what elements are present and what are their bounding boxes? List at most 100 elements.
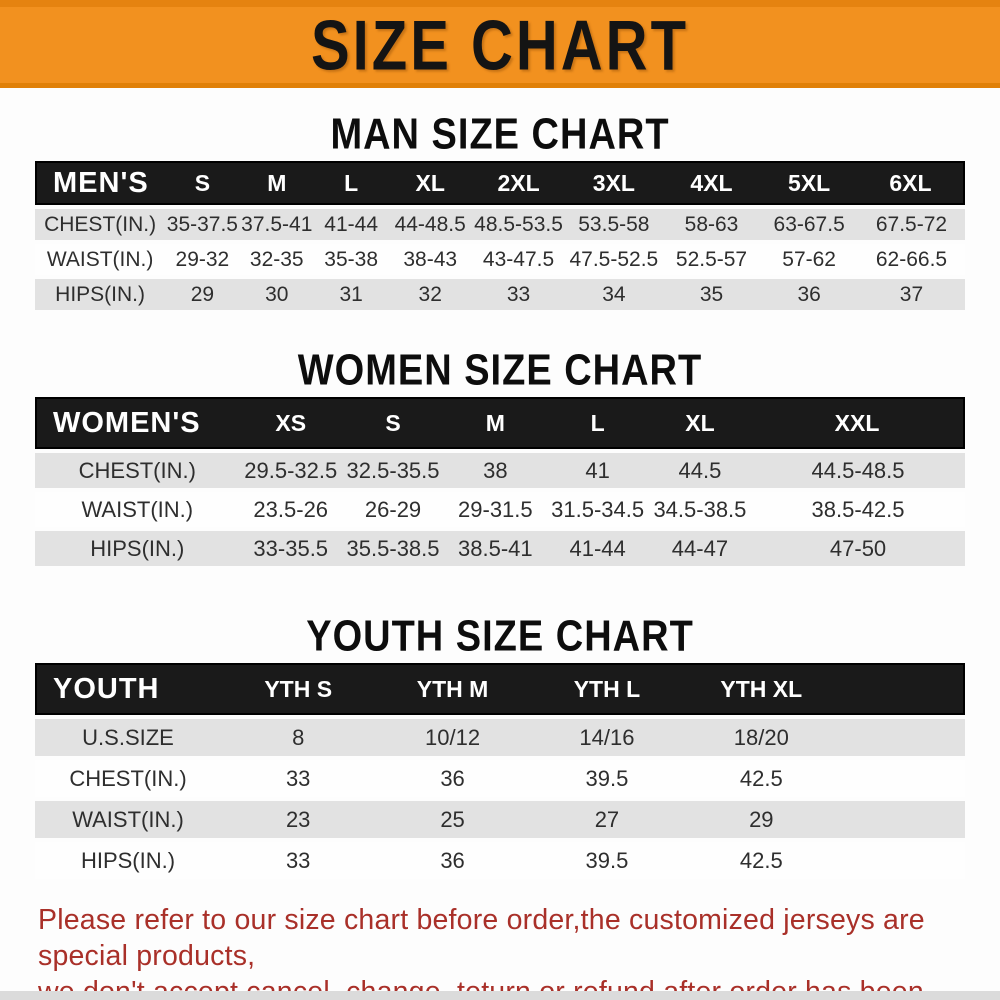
women-col-header: S [341,397,445,449]
size-cell: 29-32 [165,244,240,275]
size-cell: 42.5 [684,842,839,879]
size-cell: 39.5 [529,760,685,797]
size-cell: 44.5-48.5 [751,453,965,488]
size-cell: 38.5-41 [444,531,547,566]
youth-size-table: YOUTH YTH S YTH M YTH L YTH XL U.S.SIZE … [35,659,965,883]
size-cell: 67.5-72 [857,209,965,240]
row-label: CHEST(IN.) [35,760,221,797]
size-cell: 47-50 [751,531,965,566]
row-label: U.S.SIZE [35,719,221,756]
youth-col-header-spacer [838,663,965,715]
bottom-edge-strip [0,991,1000,1000]
youth-ussize-row: U.S.SIZE 8 10/12 14/16 18/20 [35,719,965,756]
size-cell: 33 [221,760,376,797]
size-cell: 63-67.5 [760,209,858,240]
size-cell: 26-29 [341,492,445,527]
row-label: HIPS(IN.) [35,842,221,879]
size-cell: 44.5 [648,453,752,488]
size-cell: 29 [684,801,839,838]
size-cell: 41-44 [546,531,649,566]
men-table-label: MEN'S [35,161,166,205]
men-table-header-row: MEN'S S M L XL 2XL 3XL 4XL 5XL 6XL [35,161,965,205]
size-cell: 36 [375,760,530,797]
order-policy-note: Please refer to our size chart before or… [38,903,1000,1000]
row-label: WAIST(IN.) [35,492,240,527]
size-cell: 23 [221,801,376,838]
order-policy-line-1: Please refer to our size chart before or… [38,904,925,972]
size-cell: 57-62 [760,244,858,275]
size-cell: 33-35.5 [239,531,342,566]
size-cell: 62-66.5 [857,244,965,275]
size-cell: 43-47.5 [472,244,566,275]
size-cell: 35 [662,279,761,310]
size-cell: 30 [239,279,314,310]
size-cell: 35.5-38.5 [341,531,445,566]
youth-col-header: YTH XL [684,663,839,715]
size-cell: 36 [375,842,530,879]
size-cell: 33 [472,279,566,310]
men-size-table: MEN'S S M L XL 2XL 3XL 4XL 5XL 6XL CHEST… [35,157,965,314]
size-cell: 47.5-52.5 [565,244,663,275]
women-waist-row: WAIST(IN.) 23.5-26 26-29 29-31.5 31.5-34… [35,492,965,527]
men-col-header: M [239,161,314,205]
men-col-header: 3XL [565,161,663,205]
size-cell: 38-43 [388,244,473,275]
men-col-header: XL [388,161,473,205]
size-cell: 29-31.5 [444,492,547,527]
page-title: SIZE CHART [311,5,689,85]
size-cell: 25 [375,801,530,838]
size-cell: 35-38 [313,244,389,275]
men-col-header: 2XL [472,161,566,205]
size-cell-spacer [838,801,965,838]
size-cell: 8 [221,719,376,756]
youth-col-header: YTH S [221,663,376,715]
youth-table-header-row: YOUTH YTH S YTH M YTH L YTH XL [35,663,965,715]
size-cell: 38 [444,453,547,488]
women-section-heading: WOMEN SIZE CHART [297,346,703,396]
size-cell: 38.5-42.5 [751,492,965,527]
size-cell: 37 [857,279,965,310]
youth-section-heading: YOUTH SIZE CHART [306,612,694,662]
row-label: CHEST(IN.) [35,453,240,488]
row-label: CHEST(IN.) [35,209,166,240]
women-chest-row: CHEST(IN.) 29.5-32.5 32.5-35.5 38 41 44.… [35,453,965,488]
women-col-header: XL [648,397,752,449]
size-cell: 39.5 [529,842,685,879]
size-cell: 53.5-58 [565,209,663,240]
size-cell: 34 [565,279,663,310]
size-cell: 27 [529,801,685,838]
size-cell: 32.5-35.5 [341,453,445,488]
size-cell: 48.5-53.5 [472,209,566,240]
youth-col-header: YTH L [529,663,685,715]
women-hips-row: HIPS(IN.) 33-35.5 35.5-38.5 38.5-41 41-4… [35,531,965,566]
size-cell: 44-48.5 [388,209,473,240]
size-cell: 18/20 [684,719,839,756]
size-cell: 32-35 [239,244,314,275]
size-cell: 35-37.5 [165,209,240,240]
size-cell-spacer [838,842,965,879]
women-table-header-row: WOMEN'S XS S M L XL XXL [35,397,965,449]
size-cell: 42.5 [684,760,839,797]
size-cell: 37.5-41 [239,209,314,240]
size-cell: 31.5-34.5 [546,492,649,527]
youth-waist-row: WAIST(IN.) 23 25 27 29 [35,801,965,838]
size-cell: 14/16 [529,719,685,756]
men-col-header: 4XL [662,161,761,205]
size-cell: 31 [313,279,389,310]
women-col-header: M [444,397,547,449]
youth-hips-row: HIPS(IN.) 33 36 39.5 42.5 [35,842,965,879]
size-cell: 41-44 [313,209,389,240]
men-col-header: 6XL [857,161,965,205]
size-cell: 23.5-26 [239,492,342,527]
row-label: HIPS(IN.) [35,279,166,310]
size-cell-spacer [838,719,965,756]
size-cell: 10/12 [375,719,530,756]
men-col-header: L [313,161,389,205]
size-cell: 33 [221,842,376,879]
men-waist-row: WAIST(IN.) 29-32 32-35 35-38 38-43 43-47… [35,244,965,275]
women-col-header: XS [239,397,342,449]
size-cell: 36 [760,279,858,310]
women-col-header: XXL [751,397,965,449]
size-cell: 44-47 [648,531,752,566]
women-table-label: WOMEN'S [35,397,240,449]
